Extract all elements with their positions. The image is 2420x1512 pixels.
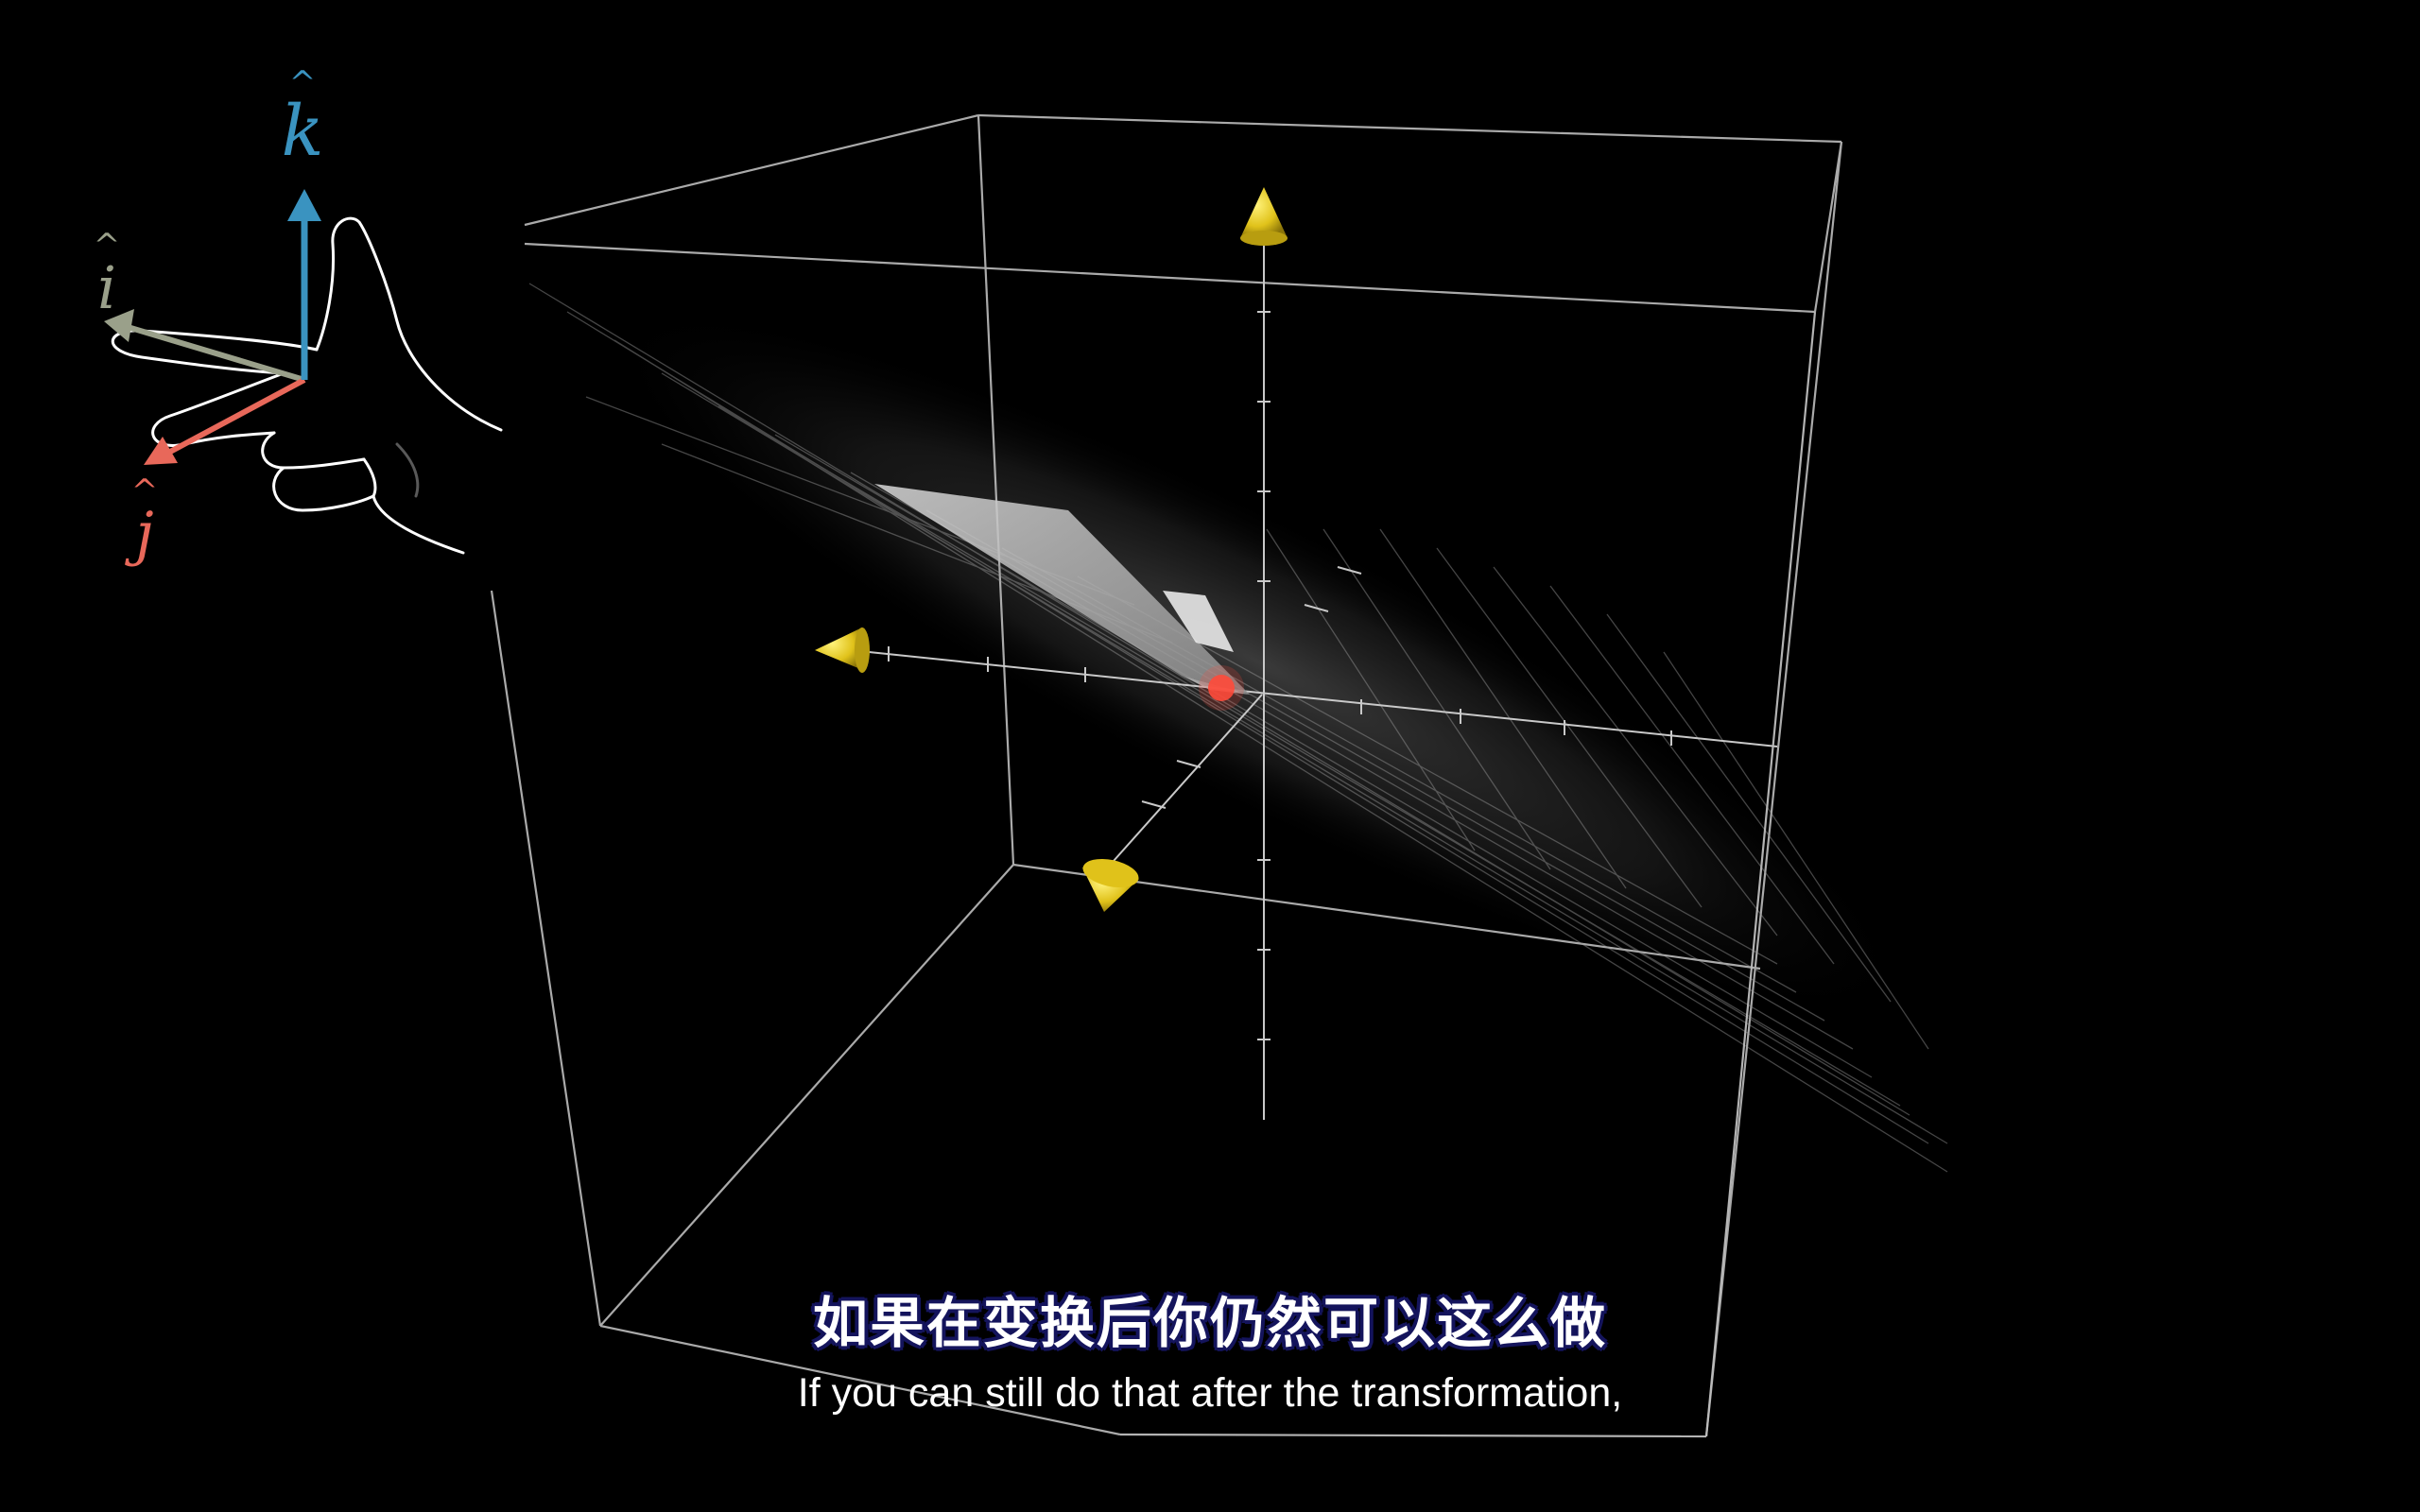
j-hat-arrowhead [144, 437, 178, 465]
box-edge [490, 590, 602, 1327]
hat-glyph: ^ [130, 472, 159, 510]
transformed-grid [528, 283, 1948, 1173]
coordinate-axes [850, 241, 1778, 1120]
box-edge [1813, 141, 1843, 313]
i-hat-label: ^ i [83, 227, 130, 318]
basis-vector-cone-i [815, 627, 870, 673]
hat-glyph: ^ [93, 227, 121, 265]
x-axis [850, 649, 1778, 747]
basis-vector-cone-k [1240, 187, 1288, 246]
box-edge [1704, 311, 1817, 1437]
k-hat-letter: k [281, 91, 324, 172]
i-hat-letter: i [97, 253, 116, 322]
box-edge [1119, 1433, 1707, 1438]
hand-outline [111, 216, 503, 555]
box-edge [1704, 141, 1843, 1437]
y-axis [1105, 694, 1263, 870]
box-edge [977, 113, 1842, 144]
basis-vector-cone-j [1082, 858, 1139, 912]
j-hat-label: ^ j [121, 472, 168, 563]
i-hat-vector [127, 324, 305, 383]
right-hand-rule-icon [104, 189, 503, 555]
origin-marker [1208, 675, 1235, 701]
subtitle-chinese: 如果在变换后你仍然可以这么做 [812, 1291, 1607, 1355]
box-edge [599, 864, 1014, 1327]
hat-glyph: ^ [288, 64, 317, 102]
i-hat-arrowhead [104, 309, 134, 342]
j-hat-vector [168, 377, 306, 455]
k-hat-label: ^ k [274, 64, 331, 166]
box-edge [977, 114, 1015, 866]
wireframe-box-front [1119, 311, 1817, 1438]
j-hat-letter: j [135, 499, 154, 568]
box-edge [599, 1324, 1121, 1436]
k-hat-arrowhead [287, 189, 321, 221]
box-edge [524, 113, 979, 227]
plane-glow [596, 303, 1918, 1020]
box-edge [524, 242, 1816, 314]
subtitle-english: If you can still do that after the trans… [797, 1370, 1623, 1416]
box-edge [1012, 863, 1761, 971]
subtitles: 如果在变换后你仍然可以这么做 If you can still do that … [0, 1285, 2420, 1419]
wireframe-box [490, 113, 1843, 1437]
